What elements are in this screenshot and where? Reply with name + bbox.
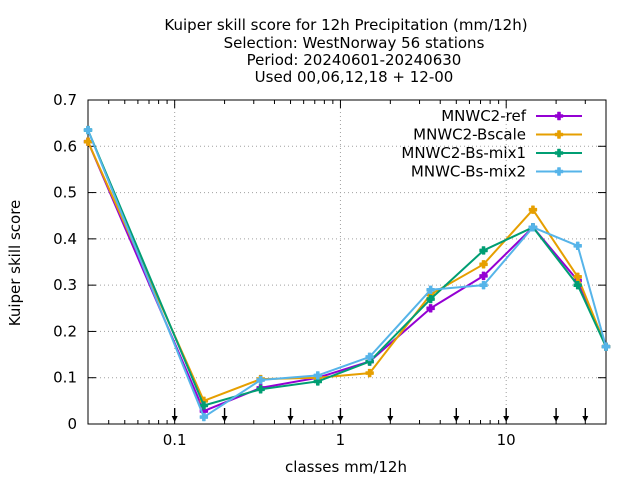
y-tick-label: 0.7 <box>53 91 77 109</box>
data-point <box>573 241 582 250</box>
title-line-4: Used 00,06,12,18 + 12-00 <box>255 68 454 86</box>
data-point <box>199 401 209 410</box>
y-tick-label: 0.4 <box>53 230 77 248</box>
y-tick-label: 0.3 <box>53 276 77 294</box>
data-point <box>256 375 265 385</box>
y-tick-label: 0.5 <box>53 184 77 202</box>
series-line <box>87 141 607 402</box>
legend-item: MNWC-Bs-mix2 <box>411 163 582 181</box>
data-point <box>554 148 564 158</box>
class-limit-arrow-head <box>387 416 394 422</box>
class-limit-arrow-head <box>582 416 589 422</box>
legend-item: MNWC2-Bscale <box>413 126 582 144</box>
class-limit-arrow-head <box>503 416 510 422</box>
legend-item: MNWC2-ref <box>441 107 582 125</box>
data-point <box>426 304 435 313</box>
data-point <box>554 167 564 176</box>
data-point <box>601 342 611 351</box>
series-line <box>87 129 607 419</box>
y-tick-label: 0.1 <box>53 369 77 387</box>
class-limit-arrow-head <box>553 416 560 422</box>
data-point <box>365 368 374 378</box>
series-mnwc2-ref <box>83 137 611 416</box>
title-line-2: Selection: WestNorway 56 stations <box>224 34 485 52</box>
x-tick-label: 1 <box>336 431 346 449</box>
data-point <box>554 111 564 121</box>
class-limit-arrow-head <box>287 416 294 422</box>
y-tick-label: 0 <box>67 415 77 433</box>
series-mnwc-bs-mix2 <box>83 125 611 422</box>
y-axis-label: Kuiper skill score <box>6 200 24 327</box>
legend-label: MNWC2-Bs-mix1 <box>401 144 526 162</box>
data-point <box>313 371 322 380</box>
data-point <box>83 125 93 135</box>
title-line-1: Kuiper skill score for 12h Precipitation… <box>164 16 527 34</box>
data-point <box>426 285 435 294</box>
chart-title: Kuiper skill score for 12h Precipitation… <box>164 16 527 86</box>
legend-item: MNWC2-Bs-mix1 <box>401 144 582 162</box>
data-point <box>83 137 93 146</box>
y-tick-label: 0.6 <box>53 137 77 155</box>
legend-label: MNWC2-Bscale <box>413 126 526 144</box>
x-tick-label: 10 <box>497 431 516 449</box>
series-mnwc2-bs-mix1 <box>83 125 611 410</box>
data-point <box>426 294 435 304</box>
data-point <box>479 280 488 290</box>
class-limit-arrow-head <box>337 416 344 422</box>
class-limit-arrow-head <box>453 416 460 422</box>
data-point <box>573 280 582 290</box>
plot-frame <box>87 99 607 425</box>
data-point <box>199 412 209 422</box>
plot-area <box>83 125 611 422</box>
legend: MNWC2-refMNWC2-BscaleMNWC2-Bs-mix1MNWC-B… <box>401 107 582 181</box>
legend-label: MNWC-Bs-mix2 <box>411 163 526 181</box>
data-point <box>528 205 538 214</box>
x-tick-label: 0.1 <box>163 431 187 449</box>
data-point <box>479 271 488 281</box>
data-point <box>365 352 374 362</box>
y-tick-label: 0.2 <box>53 322 77 340</box>
class-limit-arrow-head <box>221 416 228 422</box>
data-point <box>479 260 488 269</box>
data-point <box>479 246 488 255</box>
data-point <box>528 223 538 232</box>
data-point <box>256 385 265 394</box>
x-axis-label: classes mm/12h <box>285 458 407 476</box>
legend-label: MNWC2-ref <box>441 107 526 125</box>
title-line-3: Period: 20240601-20240630 <box>247 51 462 69</box>
data-point <box>573 272 582 282</box>
data-point <box>554 130 564 139</box>
class-limit-arrow-head <box>171 416 178 422</box>
